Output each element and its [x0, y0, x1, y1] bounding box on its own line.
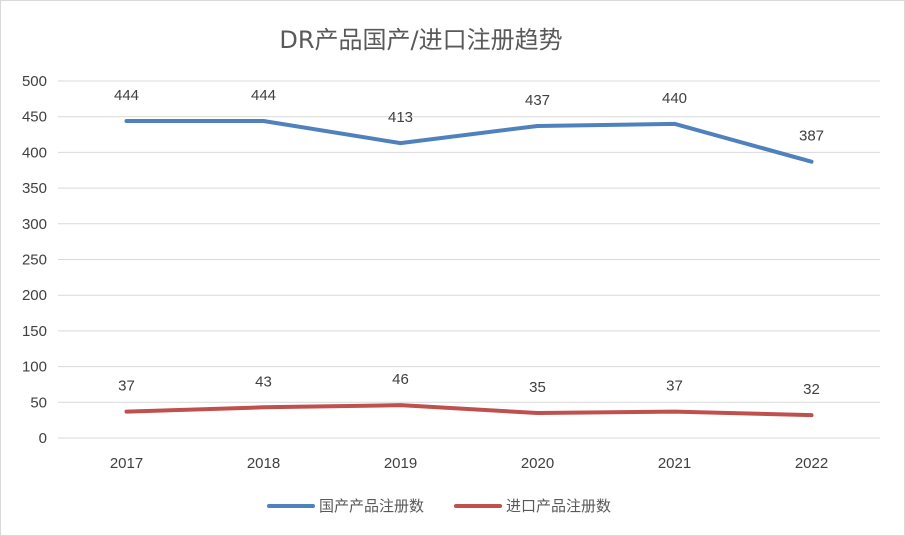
legend-label: 国产产品注册数 — [319, 497, 424, 515]
data-label: 32 — [803, 381, 820, 398]
y-tick-label: 150 — [22, 323, 47, 340]
y-tick-label: 400 — [22, 144, 47, 161]
x-tick-label: 2018 — [247, 455, 280, 472]
y-axis-ticks: 0 50 100 150 200 250 300 350 400 450 500 — [22, 73, 47, 447]
y-tick-label: 250 — [22, 252, 47, 269]
y-tick-label: 200 — [22, 287, 47, 304]
series-layer — [124, 118, 814, 418]
data-label: 387 — [799, 128, 824, 145]
data-label: 440 — [662, 90, 687, 107]
data-label: 437 — [525, 92, 550, 109]
legend-label: 进口产品注册数 — [506, 497, 611, 515]
y-tick-label: 50 — [30, 394, 47, 411]
series-line-1 — [124, 118, 814, 164]
y-tick-label: 350 — [22, 180, 47, 197]
y-tick-label: 450 — [22, 109, 47, 126]
data-labels: 444 444 413 437 440 387 37 43 46 35 37 32 — [114, 87, 824, 398]
chart-title: DR产品国产/进口注册趋势 — [279, 26, 562, 54]
legend: 国产产品注册数 进口产品注册数 — [267, 497, 611, 515]
data-label: 444 — [251, 87, 276, 104]
x-tick-label: 2021 — [658, 455, 691, 472]
x-tick-label: 2022 — [795, 455, 828, 472]
x-tick-label: 2017 — [110, 455, 143, 472]
data-label: 35 — [529, 379, 546, 396]
x-tick-label: 2019 — [384, 455, 417, 472]
grid-layer — [58, 80, 880, 439]
x-tick-label: 2020 — [521, 455, 554, 472]
series-line-2 — [124, 403, 814, 418]
y-tick-label: 300 — [22, 216, 47, 233]
y-tick-label: 0 — [39, 430, 47, 447]
data-label: 413 — [388, 109, 413, 126]
data-label: 46 — [392, 371, 409, 388]
y-tick-label: 500 — [22, 73, 47, 90]
data-label: 444 — [114, 87, 139, 104]
data-label: 37 — [118, 378, 135, 395]
data-label: 43 — [255, 373, 272, 390]
x-axis-ticks: 2017 2018 2019 2020 2021 2022 — [110, 455, 828, 472]
data-label: 37 — [666, 378, 683, 395]
y-tick-label: 100 — [22, 359, 47, 376]
